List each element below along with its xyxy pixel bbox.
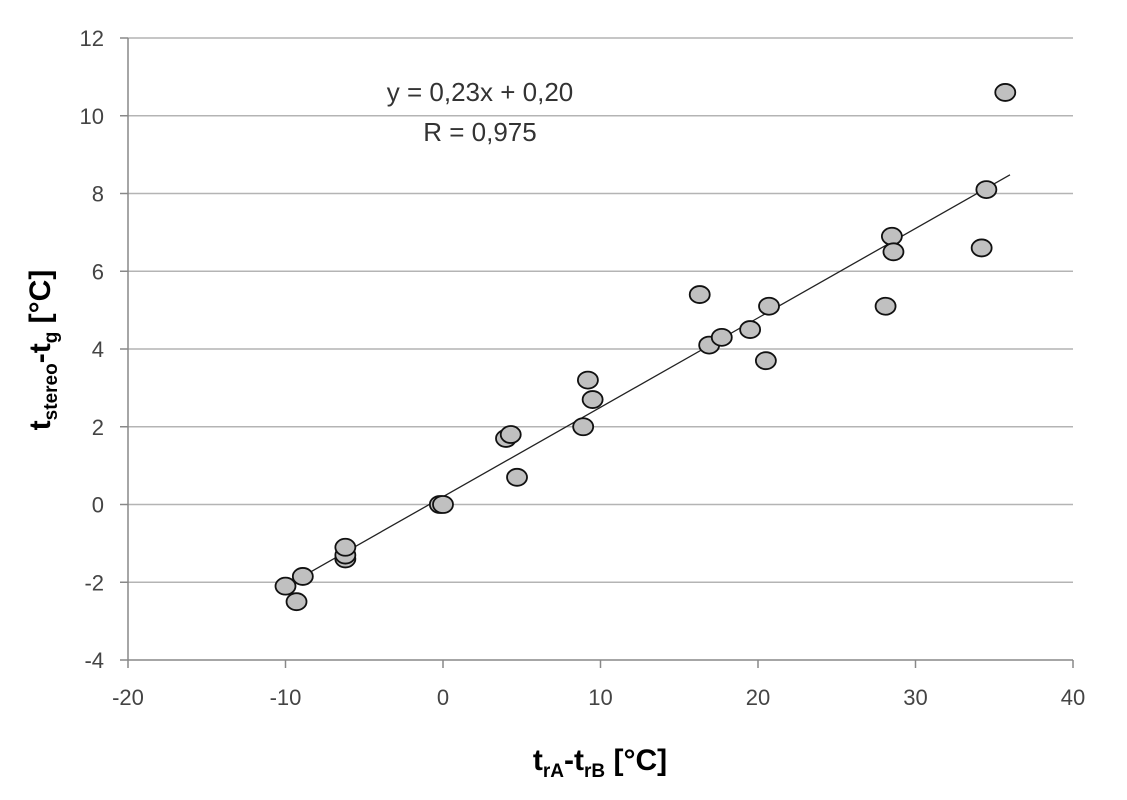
data-point bbox=[739, 320, 762, 339]
y-title-sub2: g bbox=[41, 332, 62, 344]
data-point bbox=[688, 285, 711, 304]
data-point bbox=[577, 370, 599, 390]
data-point bbox=[572, 417, 595, 437]
y-tick-label: 2 bbox=[92, 415, 104, 440]
y-tick-label: 0 bbox=[92, 493, 104, 518]
y-tick-label: 6 bbox=[92, 259, 104, 284]
data-point bbox=[970, 238, 993, 258]
y-tick-label: 12 bbox=[80, 26, 104, 51]
data-point bbox=[499, 425, 522, 444]
data-point bbox=[754, 351, 777, 371]
data-points bbox=[274, 83, 1017, 612]
y-tick-label: 8 bbox=[92, 182, 104, 207]
data-point bbox=[274, 576, 297, 596]
data-point bbox=[291, 567, 314, 586]
y-title-sep: - bbox=[24, 353, 57, 363]
data-point bbox=[710, 327, 733, 347]
y-title-t1: t bbox=[24, 420, 57, 430]
x-title-t1: t bbox=[533, 744, 543, 777]
y-tick-label: 4 bbox=[92, 337, 104, 362]
data-point bbox=[334, 537, 357, 557]
x-tick-label: 40 bbox=[1061, 685, 1085, 710]
y-title-unit: [°C] bbox=[24, 270, 57, 332]
x-tick-label: -10 bbox=[270, 685, 302, 710]
axes bbox=[120, 37, 1074, 668]
x-title-sub1: rA bbox=[543, 761, 564, 782]
x-tick-label: -20 bbox=[112, 685, 144, 710]
data-point bbox=[975, 180, 998, 200]
y-tick-label: -2 bbox=[84, 570, 104, 595]
x-tick-label: 20 bbox=[746, 685, 770, 710]
data-point bbox=[432, 495, 454, 514]
y-tick-label: 10 bbox=[80, 104, 104, 129]
x-title-t2: t bbox=[574, 744, 584, 777]
data-point bbox=[874, 296, 897, 316]
x-title-sub2: rB bbox=[584, 761, 605, 782]
x-title-unit: [°C] bbox=[605, 744, 667, 777]
x-title-sep: - bbox=[564, 744, 574, 777]
y-title-sub1: stereo bbox=[41, 363, 62, 420]
data-point bbox=[994, 83, 1017, 102]
data-point bbox=[880, 226, 903, 246]
y-title-t2: t bbox=[24, 343, 57, 353]
data-point bbox=[882, 242, 905, 262]
x-tick-label: 30 bbox=[903, 685, 927, 710]
x-axis-title: trA-trB [°C] bbox=[533, 744, 667, 782]
x-tick-label: 10 bbox=[588, 685, 612, 710]
data-point bbox=[581, 390, 604, 409]
r-value-label: R = 0,975 bbox=[423, 117, 536, 147]
data-point bbox=[285, 592, 308, 612]
gridlines bbox=[128, 37, 1073, 583]
y-axis-title: tstereo-tg [°C] bbox=[24, 270, 62, 431]
equation-label: y = 0,23x + 0,20 bbox=[387, 77, 573, 107]
data-point bbox=[506, 467, 528, 487]
data-point bbox=[758, 296, 780, 316]
x-tick-label: 0 bbox=[437, 685, 449, 710]
y-tick-label: -4 bbox=[84, 648, 104, 673]
